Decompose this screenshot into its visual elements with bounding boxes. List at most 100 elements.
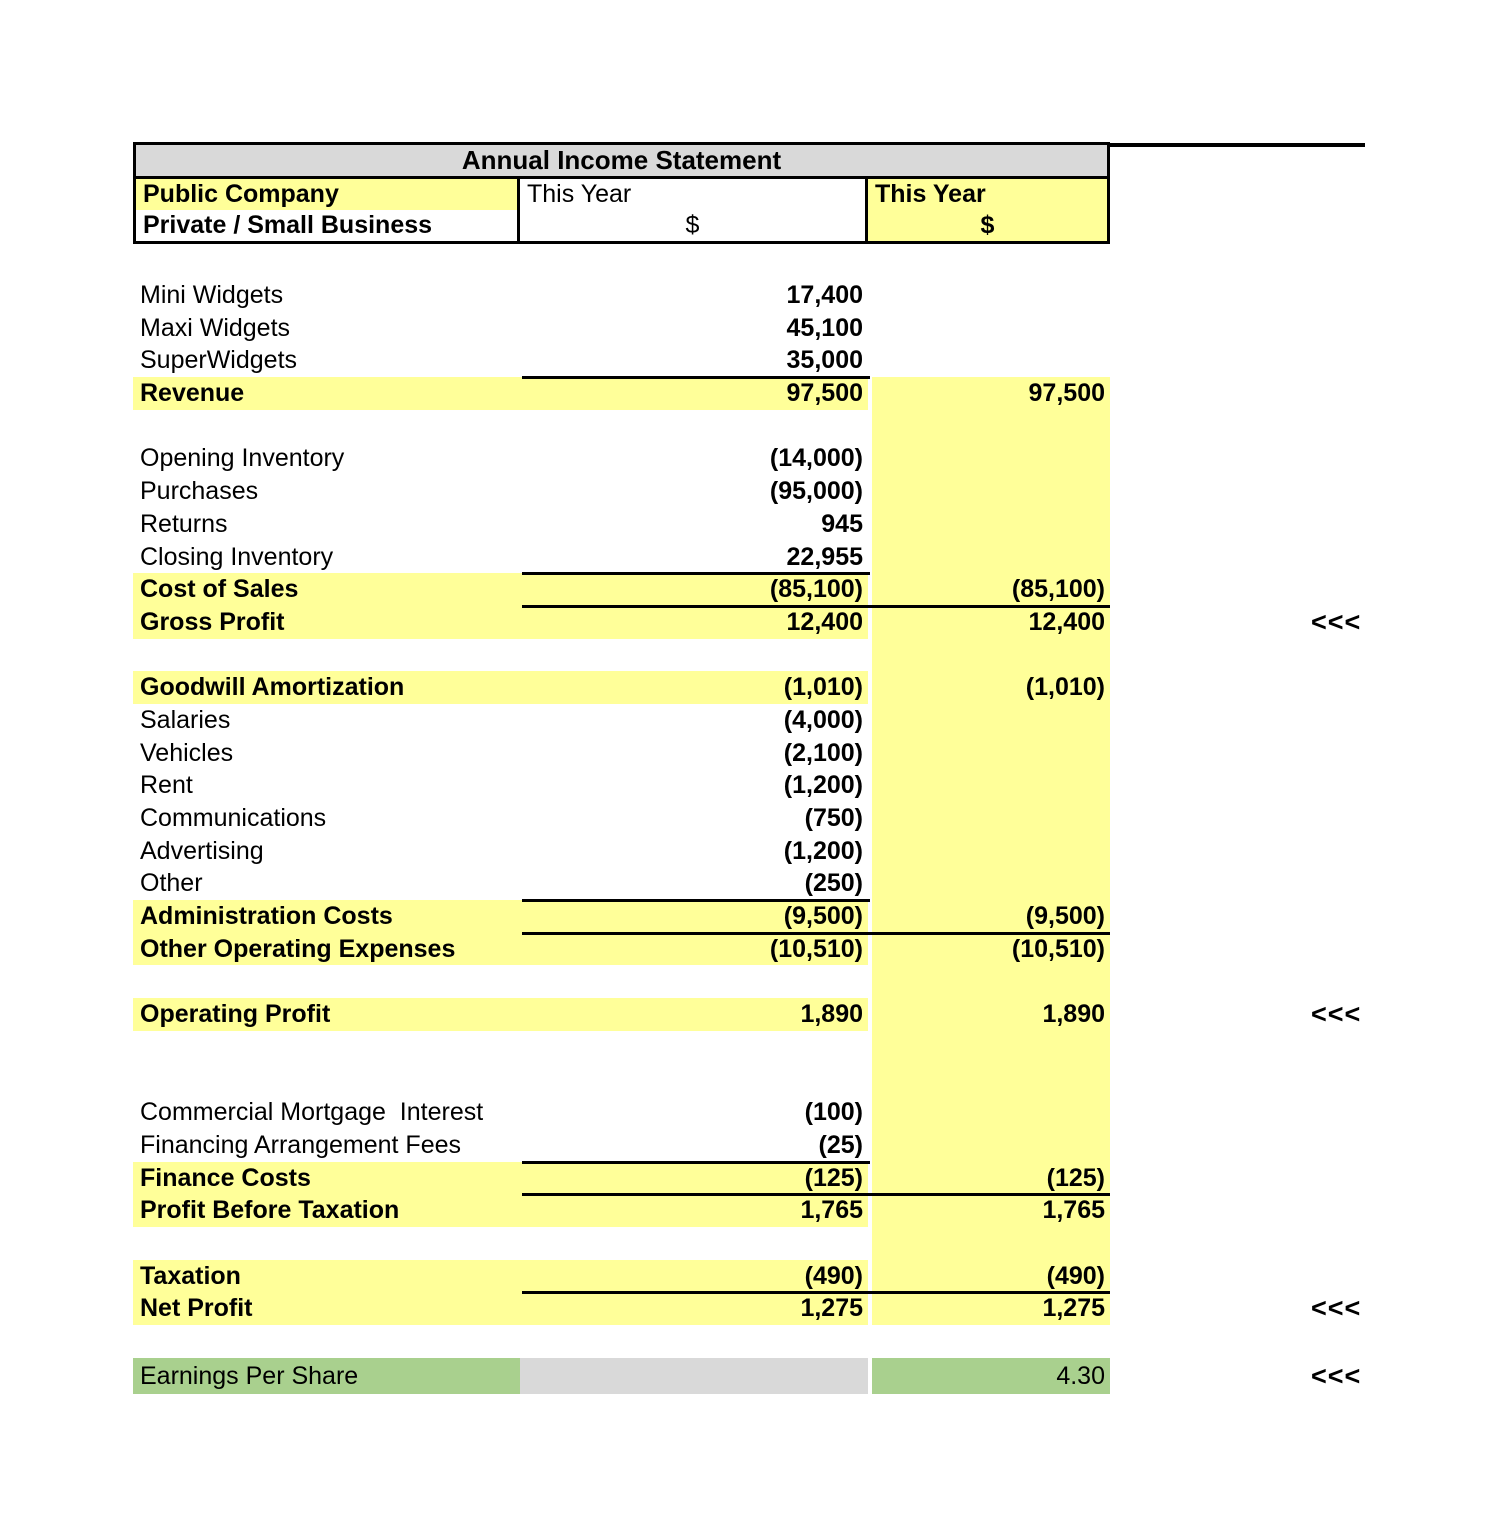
header-cell-private-small-business: Private / Small Business <box>136 210 520 241</box>
value-this-year-1: (100) <box>804 1098 863 1127</box>
row-profit-before-taxation: Profit Before Taxation 1,765 1,765 <box>133 1193 1499 1227</box>
sum-rule <box>522 604 1110 608</box>
row-label: Other Operating Expenses <box>133 932 520 966</box>
row-label: Operating Profit <box>133 998 520 1031</box>
sum-rule <box>522 899 870 903</box>
row-label: Other <box>140 869 203 898</box>
value-this-year-2 <box>872 508 1110 541</box>
spacer-row <box>133 410 1499 443</box>
value-this-year-1: (250) <box>804 869 863 898</box>
row-finance-costs: Finance Costs (125) (125) <box>133 1160 1499 1195</box>
value-this-year-2 <box>872 704 1110 737</box>
value-this-year-2 <box>872 312 1110 345</box>
row-label: Vehicles <box>140 738 234 767</box>
row-gross-profit: Gross Profit 12,400 12,400 <<< <box>133 604 1499 639</box>
row-label: Profit Before Taxation <box>133 1194 520 1227</box>
value-this-year-2: 1,275 <box>1042 1294 1105 1323</box>
header-row-company-type: Public Company This Year This Year <box>136 179 1107 210</box>
row-label: Maxi Widgets <box>140 313 291 342</box>
row-rent: Rent (1,200) <box>133 769 1499 802</box>
row-label: Revenue <box>133 377 520 410</box>
spacer-row <box>133 639 1499 672</box>
spacer-row <box>133 965 1499 998</box>
value-this-year-2 <box>872 475 1110 508</box>
value-this-year-2: 1,890 <box>1042 1000 1105 1029</box>
value-this-year-2 <box>872 867 1110 900</box>
value-this-year-1: (1,200) <box>783 836 863 865</box>
value-this-year-2 <box>872 769 1110 802</box>
value-this-year-1: (1,200) <box>783 771 863 800</box>
value-this-year-2: 12,400 <box>1028 607 1105 636</box>
row-label: Goodwill Amortization <box>133 671 520 704</box>
row-commercial-mortgage-interest: Commercial Mortgage Interest (100) <box>133 1096 1499 1129</box>
value-this-year-1 <box>520 1357 868 1394</box>
header-cell-this-year-2: This Year <box>868 179 1107 210</box>
value-this-year-1: (2,100) <box>783 738 863 767</box>
row-label: Purchases <box>140 477 259 506</box>
value-this-year-2 <box>872 737 1110 770</box>
row-label: Net Profit <box>133 1292 520 1325</box>
value-this-year-1: (125) <box>520 1161 868 1195</box>
value-this-year-1: 945 <box>821 509 863 538</box>
row-communications: Communications (750) <box>133 802 1499 835</box>
row-superwidgets: SuperWidgets 35,000 <box>133 344 1499 377</box>
key-line-marker: <<< <box>1311 1360 1362 1391</box>
key-line-marker: <<< <box>1311 999 1362 1030</box>
statement-header: Annual Income Statement Public Company T… <box>133 142 1110 244</box>
row-label: Administration Costs <box>133 900 520 933</box>
key-line-marker: <<< <box>1311 1293 1362 1324</box>
row-net-profit: Net Profit 1,275 1,275 <<< <box>133 1291 1499 1325</box>
row-label: SuperWidgets <box>140 346 298 375</box>
header-cell-currency-1: $ <box>520 210 868 241</box>
sum-rule <box>522 376 870 380</box>
value-this-year-2: (1,010) <box>1025 673 1105 702</box>
value-this-year-1: 22,955 <box>786 542 863 571</box>
row-label: Financing Arrangement Fees <box>140 1130 462 1159</box>
value-this-year-2: (9,500) <box>1025 902 1105 931</box>
value-this-year-1: (750) <box>804 804 863 832</box>
value-this-year-1: 35,000 <box>786 346 863 375</box>
value-this-year-1: 97,500 <box>520 377 868 410</box>
value-this-year-1: 12,400 <box>520 605 868 639</box>
row-label: Opening Inventory <box>140 444 345 473</box>
value-this-year-1: 1,765 <box>520 1194 868 1227</box>
value-this-year-2 <box>872 344 1110 377</box>
row-cost-of-sales: Cost of Sales (85,100) (85,100) <box>133 572 1499 606</box>
value-this-year-1: 45,100 <box>786 313 863 342</box>
value-this-year-1: (4,000) <box>783 705 863 734</box>
value-this-year-1: (85,100) <box>520 573 868 606</box>
value-this-year-2: (85,100) <box>1011 575 1105 604</box>
row-salaries: Salaries (4,000) <box>133 704 1499 737</box>
this-year-2-column-band <box>872 377 1110 1325</box>
header-cell-this-year-1: This Year <box>520 179 868 210</box>
row-label: Earnings Per Share <box>133 1357 520 1394</box>
spacer-row <box>133 1325 1499 1358</box>
value-this-year-1: (1,010) <box>520 671 868 704</box>
sum-rule <box>522 572 870 576</box>
row-other-operating-expenses: Other Operating Expenses (10,510) (10,510) <box>133 931 1499 966</box>
row-taxation: Taxation (490) (490) <box>133 1259 1499 1293</box>
value-this-year-1: (10,510) <box>520 932 868 966</box>
row-earnings-per-share: Earnings Per Share 4.30 <<< <box>133 1357 1499 1394</box>
row-label: Mini Widgets <box>140 281 284 309</box>
row-label: Commercial Mortgage Interest <box>140 1098 484 1127</box>
statement-title: Annual Income Statement <box>136 145 1107 179</box>
row-vehicles: Vehicles (2,100) <box>133 737 1499 770</box>
row-purchases: Purchases (95,000) <box>133 475 1499 508</box>
header-cell-currency-2: $ <box>868 210 1107 241</box>
key-line-marker: <<< <box>1311 606 1362 637</box>
spacer-row <box>133 1227 1499 1260</box>
value-this-year-1: (14,000) <box>769 444 863 473</box>
sum-rule <box>522 1291 1110 1295</box>
sum-rule <box>522 931 1110 935</box>
row-other: Other (250) <box>133 867 1499 900</box>
top-rule <box>1108 143 1365 147</box>
value-this-year-1: 1,890 <box>520 998 868 1031</box>
value-this-year-2: (490) <box>1046 1261 1105 1290</box>
value-this-year-2: 1,765 <box>1042 1196 1105 1225</box>
row-mini-widgets: Mini Widgets 17,400 <box>133 279 1499 312</box>
row-label: Gross Profit <box>133 605 520 639</box>
sum-rule <box>522 1160 870 1164</box>
row-label: Cost of Sales <box>133 573 520 606</box>
value-this-year-2 <box>872 279 1110 312</box>
